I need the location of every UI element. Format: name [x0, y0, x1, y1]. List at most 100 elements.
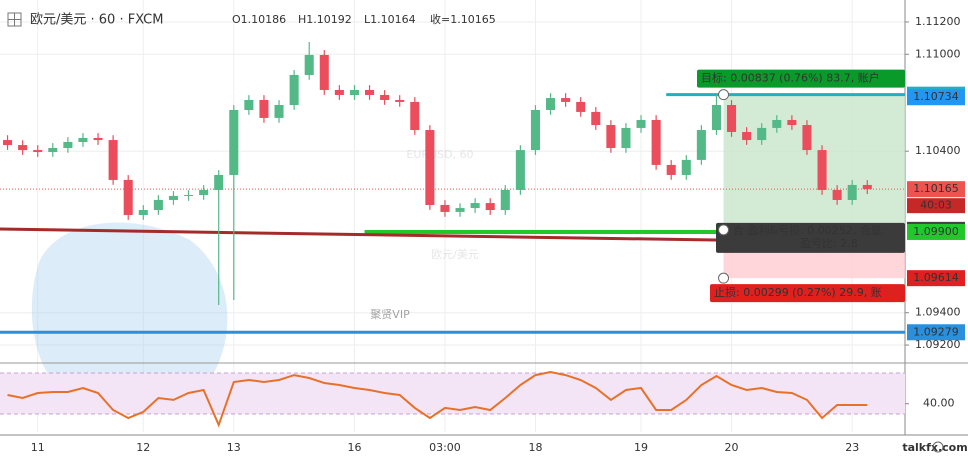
stop-label-box — [710, 284, 905, 303]
x-tick-label: 19 — [634, 441, 648, 454]
price-badge-label: 1.09279 — [913, 325, 959, 338]
watermark: EURUSD, 60 欧元/美元 聚贤VIP — [31, 148, 479, 412]
rsi-line — [7, 370, 868, 428]
candle-body — [817, 150, 827, 190]
target-label-box — [697, 69, 905, 88]
x-tick-label: 16 — [347, 441, 361, 454]
candle-body — [515, 150, 525, 190]
y-tick-label: 1.09400 — [915, 306, 961, 319]
candle-body — [651, 120, 661, 165]
symbol-label[interactable]: 欧元/美元 · 60 · FXCM — [30, 13, 163, 28]
target-label: 目标: 0.00837 (0.76%) 83.7, 账户 — [701, 71, 880, 85]
ohlc-high: H1.10192 — [298, 13, 352, 26]
candle-body — [410, 101, 420, 131]
candle-body — [455, 208, 465, 212]
x-tick-label: 18 — [528, 441, 542, 454]
candle-body — [274, 104, 284, 118]
candle-body — [78, 137, 88, 142]
candle-body — [757, 127, 767, 141]
candle-body — [259, 99, 269, 118]
candle-body — [832, 189, 842, 200]
candle-body — [802, 125, 812, 151]
candle-body — [636, 120, 646, 128]
price-badge-label: 1.10165 — [913, 182, 959, 195]
candle-body — [93, 137, 103, 141]
candle-body — [666, 164, 676, 175]
candle-body — [229, 110, 239, 175]
candle-body — [470, 203, 480, 209]
candle-body — [485, 203, 495, 210]
candle-body — [787, 120, 797, 126]
y-tick-label: 1.09200 — [915, 338, 961, 351]
candle-body — [862, 184, 872, 190]
price-badge — [907, 324, 965, 341]
y-tick-label: 1.11000 — [915, 47, 961, 60]
header: 欧元/美元 · 60 · FXCM O1.10186 H1.10192 L1.1… — [7, 12, 496, 28]
candle-body — [711, 104, 721, 131]
candle-body — [395, 99, 405, 102]
x-tick-label: 03:00 — [429, 441, 461, 454]
price-badge-label: 1.09900 — [913, 225, 959, 238]
price-badge — [907, 270, 965, 287]
candle-body — [380, 94, 390, 100]
candle-body — [772, 120, 782, 128]
price-badge-label: 1.09614 — [913, 271, 959, 284]
candle-body — [847, 184, 857, 200]
watermark-ticker: EURUSD, 60 — [406, 148, 473, 161]
entry-handle[interactable] — [718, 224, 730, 236]
candle-body — [576, 101, 586, 112]
candle-body — [425, 130, 435, 205]
x-tick-label: 20 — [725, 441, 739, 454]
entry-label: 合 盈利&亏损: 0.00252, 合量: — [733, 223, 885, 237]
stop-handle[interactable] — [718, 272, 730, 284]
candle-body — [108, 140, 118, 180]
price-badge — [907, 181, 965, 198]
candle-body — [123, 179, 133, 216]
countdown-label: 40:03 — [920, 199, 952, 212]
x-tick-label: 11 — [31, 441, 45, 454]
rsi-tick-label: 40.00 — [923, 397, 955, 410]
settings-icon[interactable] — [932, 441, 944, 453]
watermark-name: 欧元/美元 — [431, 248, 479, 261]
profit-zone — [723, 94, 905, 230]
y-tick-label: 1.10400 — [915, 144, 961, 157]
price-badge — [907, 223, 965, 240]
candle-body — [153, 199, 163, 210]
rsi-band — [0, 373, 905, 414]
candle-body — [138, 209, 148, 216]
candle-body — [500, 189, 510, 210]
x-tick-label: 13 — [227, 441, 241, 454]
x-tick-label: 12 — [136, 441, 150, 454]
candle-body — [440, 204, 450, 212]
candle-body — [244, 99, 254, 111]
candle-body — [621, 127, 631, 148]
candle-body — [63, 141, 73, 148]
countdown-badge — [907, 198, 965, 214]
candle-body — [561, 98, 571, 102]
price-badge — [907, 89, 965, 106]
watermark-brand: 聚贤VIP — [370, 308, 410, 321]
candle-body — [48, 147, 58, 153]
ratio-label: 盈亏比: 2.8 — [800, 237, 858, 250]
candle-body — [33, 150, 43, 153]
candle-body — [168, 195, 178, 200]
candle-body — [214, 174, 224, 190]
stop-label: 止损: 0.00299 (0.27%) 29.9, 账 — [714, 285, 882, 299]
lion-logo — [31, 222, 228, 412]
candle-body — [365, 89, 375, 95]
target-handle[interactable] — [718, 89, 730, 101]
ohlc-close: 收=1.10165 — [430, 12, 496, 26]
candle-body — [334, 89, 344, 95]
candle-body — [681, 159, 691, 175]
candle-body — [184, 194, 194, 196]
candle-body — [304, 54, 314, 75]
candle-body — [606, 125, 616, 148]
ohlc-low: L1.10164 — [364, 13, 416, 26]
candle-body — [742, 131, 752, 141]
candle-body — [591, 111, 601, 126]
candle-body — [727, 104, 737, 132]
x-tick-label: 23 — [845, 441, 859, 454]
candle-body — [199, 189, 209, 195]
